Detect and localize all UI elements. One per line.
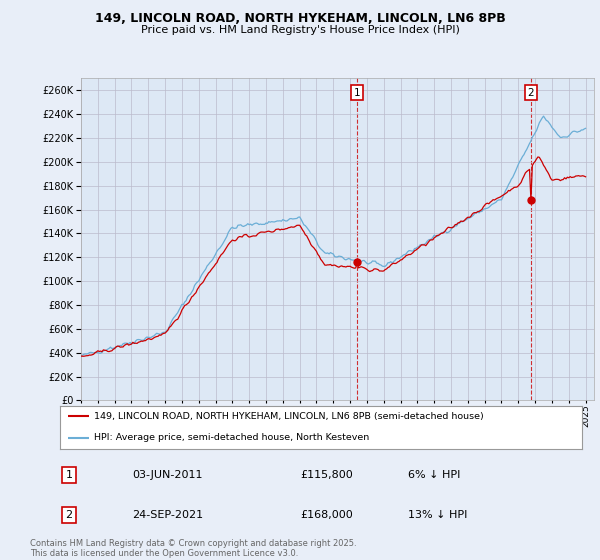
Text: 149, LINCOLN ROAD, NORTH HYKEHAM, LINCOLN, LN6 8PB (semi-detached house): 149, LINCOLN ROAD, NORTH HYKEHAM, LINCOL… xyxy=(94,412,484,421)
Text: £115,800: £115,800 xyxy=(300,470,353,480)
Text: 2: 2 xyxy=(65,510,73,520)
Text: 1: 1 xyxy=(65,470,73,480)
Text: 13% ↓ HPI: 13% ↓ HPI xyxy=(408,510,467,520)
Text: 2: 2 xyxy=(527,88,534,97)
Text: 149, LINCOLN ROAD, NORTH HYKEHAM, LINCOLN, LN6 8PB: 149, LINCOLN ROAD, NORTH HYKEHAM, LINCOL… xyxy=(95,12,505,25)
Text: Contains HM Land Registry data © Crown copyright and database right 2025.
This d: Contains HM Land Registry data © Crown c… xyxy=(30,539,356,558)
Text: HPI: Average price, semi-detached house, North Kesteven: HPI: Average price, semi-detached house,… xyxy=(94,433,369,442)
Text: 1: 1 xyxy=(354,88,361,97)
Text: Price paid vs. HM Land Registry's House Price Index (HPI): Price paid vs. HM Land Registry's House … xyxy=(140,25,460,35)
Text: 24-SEP-2021: 24-SEP-2021 xyxy=(132,510,203,520)
Text: 6% ↓ HPI: 6% ↓ HPI xyxy=(408,470,460,480)
Text: 03-JUN-2011: 03-JUN-2011 xyxy=(132,470,203,480)
Text: £168,000: £168,000 xyxy=(300,510,353,520)
